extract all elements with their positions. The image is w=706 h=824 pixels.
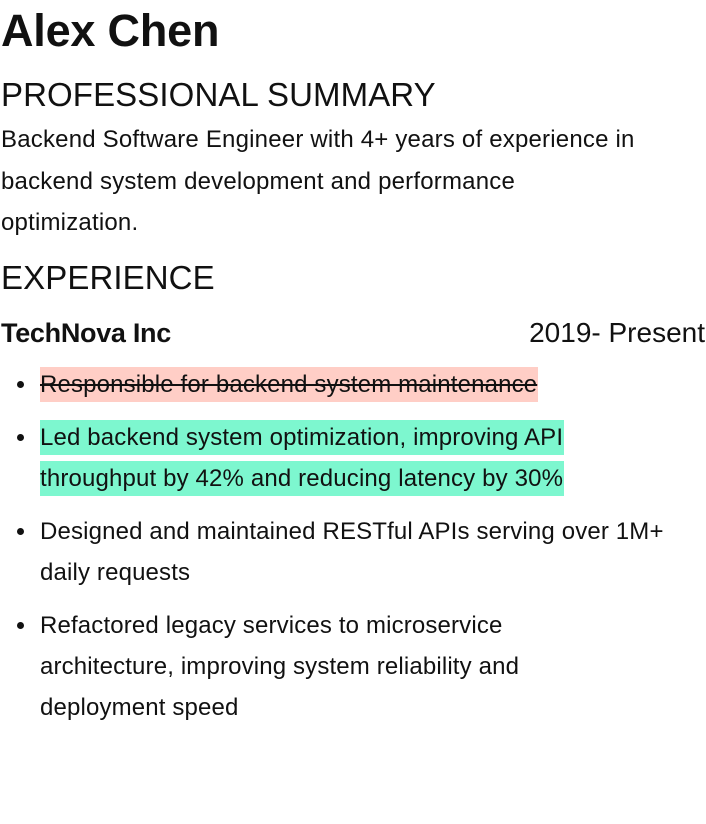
bullet-text: Designed and maintained RESTful APIs ser… xyxy=(40,518,664,586)
job-dates: 2019- Present xyxy=(529,317,705,348)
bullet-text: Led backend system optimization, improvi… xyxy=(40,420,565,496)
job-bullet-list: Responsible for backend system maintenan… xyxy=(0,364,706,740)
bullet-icon xyxy=(17,528,24,535)
list-item-removed: Responsible for backend system maintenan… xyxy=(0,364,680,405)
list-item: Designed and maintained RESTful APIs ser… xyxy=(0,511,706,593)
section-heading-summary: PROFESSIONAL SUMMARY xyxy=(1,76,436,113)
bullet-text: Refactored legacy services to microservi… xyxy=(40,612,520,721)
list-item-added: Led backend system optimization, improvi… xyxy=(0,417,660,499)
bullet-icon xyxy=(17,434,24,441)
candidate-name: Alex Chen xyxy=(1,5,220,56)
company-name: TechNova Inc xyxy=(1,318,171,348)
job-header: TechNova Inc 2019- Present xyxy=(1,313,705,353)
bullet-icon xyxy=(17,381,24,388)
section-heading-experience: EXPERIENCE xyxy=(1,259,215,296)
summary-text: Backend Software Engineer with 4+ years … xyxy=(1,126,635,236)
bullet-text: Responsible for backend system maintenan… xyxy=(40,367,539,402)
bullet-icon xyxy=(17,622,24,629)
list-item: Refactored legacy services to microservi… xyxy=(0,605,620,728)
